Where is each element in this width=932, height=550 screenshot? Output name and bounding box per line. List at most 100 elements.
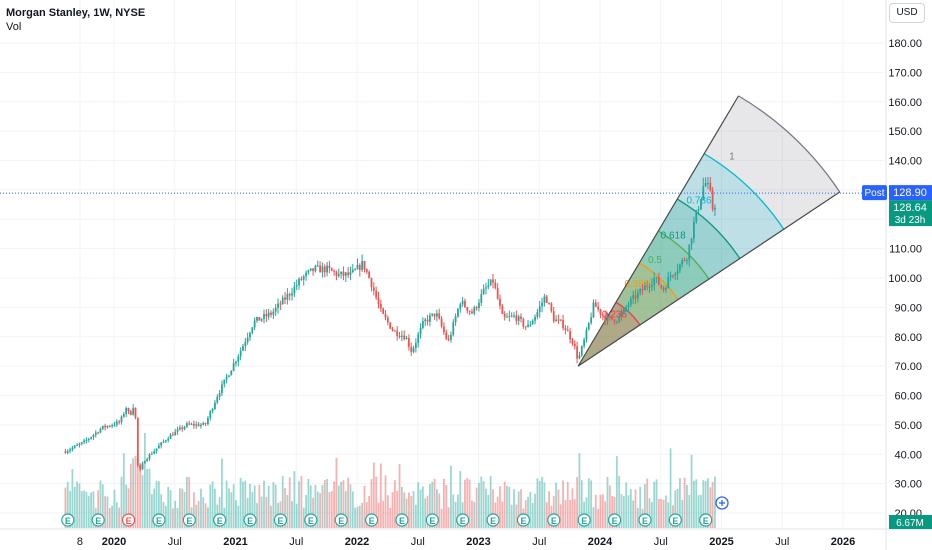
price-axis: 20.0030.0040.0050.0060.0070.0080.0090.00… (888, 38, 922, 520)
candle-body (120, 416, 123, 423)
earnings-marker-letter: E (612, 516, 618, 526)
candle-body (674, 273, 677, 276)
fan-arc-1 (738, 95, 841, 193)
candle-body (162, 441, 165, 443)
candle-body (524, 326, 527, 328)
post-price-value: 128.90 (893, 187, 927, 199)
candle-body (601, 314, 604, 316)
volume-bar (349, 484, 352, 528)
volume-bar (309, 485, 312, 528)
volume-bar (146, 469, 149, 528)
candle-body (650, 284, 653, 287)
earnings-marker-letter: E (156, 516, 162, 526)
volume-bar (389, 507, 392, 528)
earnings-marker-letter: E (399, 516, 405, 526)
volume-bar (319, 493, 321, 528)
volume-bar (178, 488, 181, 528)
candle-body (150, 453, 153, 455)
candle-body (284, 297, 286, 300)
y-tick-label: 100.00 (888, 273, 922, 285)
volume-bar (391, 492, 394, 528)
volume-value: 6.67M (896, 518, 924, 529)
candle-body (386, 317, 389, 323)
volume-bar (506, 485, 508, 528)
candle-body (520, 316, 522, 319)
volume-bar (594, 494, 597, 528)
earnings-marker-letter: E (186, 516, 192, 526)
candle-body (700, 199, 702, 210)
fan-level-label: 0.5 (648, 255, 662, 266)
earnings-marker-circle (456, 513, 470, 527)
candle-body (447, 338, 450, 340)
volume-bar (407, 492, 410, 528)
volume-bar (316, 491, 319, 528)
volume-bar (83, 490, 85, 528)
y-tick-label: 80.00 (894, 332, 922, 344)
candle-body (64, 451, 67, 453)
volume-bar (440, 508, 443, 528)
volume-bar (545, 502, 548, 528)
volume-bar (660, 499, 663, 528)
earnings-marker: E (638, 513, 652, 527)
candle-body (419, 327, 422, 335)
volume-bar (468, 479, 471, 528)
candle-body (214, 402, 216, 409)
volume-bar (270, 505, 272, 528)
candle-body (71, 447, 74, 450)
volume-bar (410, 496, 413, 528)
currency-button[interactable]: USD (889, 3, 925, 23)
candle-body (155, 448, 158, 452)
last-price-box (889, 200, 932, 227)
volume-bar (87, 496, 90, 528)
add-alert-button[interactable] (715, 496, 729, 510)
candle-body (143, 461, 146, 464)
volume-bar (200, 488, 202, 528)
volume-bar (480, 476, 483, 528)
volume-bar (321, 485, 324, 528)
volume-bar (580, 480, 583, 528)
volume-bar (305, 494, 307, 528)
volume-bar (426, 495, 429, 528)
volume-bar (106, 496, 109, 528)
volume-bar (228, 488, 230, 528)
volume-bar (274, 484, 277, 528)
y-tick-label: 160.00 (888, 97, 922, 109)
candle-body (307, 270, 310, 273)
volume-bar (188, 477, 191, 528)
last-price-value: 128.64 (893, 202, 927, 214)
volume-bar (576, 477, 579, 528)
candle-body (288, 294, 291, 296)
candle-body (111, 425, 114, 427)
candle-body (709, 182, 712, 191)
volume-bar (323, 480, 326, 528)
volume-bar (108, 508, 111, 528)
volume-bars (64, 433, 716, 528)
volume-bar (429, 483, 431, 528)
candle-body (344, 272, 347, 276)
candle-body (263, 314, 265, 319)
candle-body (543, 296, 546, 303)
candle-body (195, 424, 198, 426)
candle-body (393, 330, 396, 332)
candle-body (305, 272, 307, 277)
candle-body (461, 300, 464, 305)
volume-bar (625, 482, 628, 528)
volume-bar (344, 491, 347, 528)
volume-bar (242, 481, 244, 528)
volume-bar (195, 504, 198, 528)
fan-level-label: 0.236 (602, 309, 627, 320)
volume-bar (681, 499, 684, 528)
candle-body (228, 375, 230, 377)
volume-bar (615, 456, 618, 528)
earnings-marker-circle (91, 513, 105, 527)
candle-body (492, 279, 494, 283)
candle-body (104, 425, 107, 428)
volume-bar (478, 482, 480, 528)
candles (64, 177, 716, 472)
candle-body (440, 318, 443, 327)
fib-speed-fan: 0.236 0.382 0.5 0.618 0.786 1 (577, 95, 841, 367)
volume-bar (436, 489, 438, 528)
volume-bar (464, 479, 466, 528)
volume-bar (627, 495, 630, 528)
